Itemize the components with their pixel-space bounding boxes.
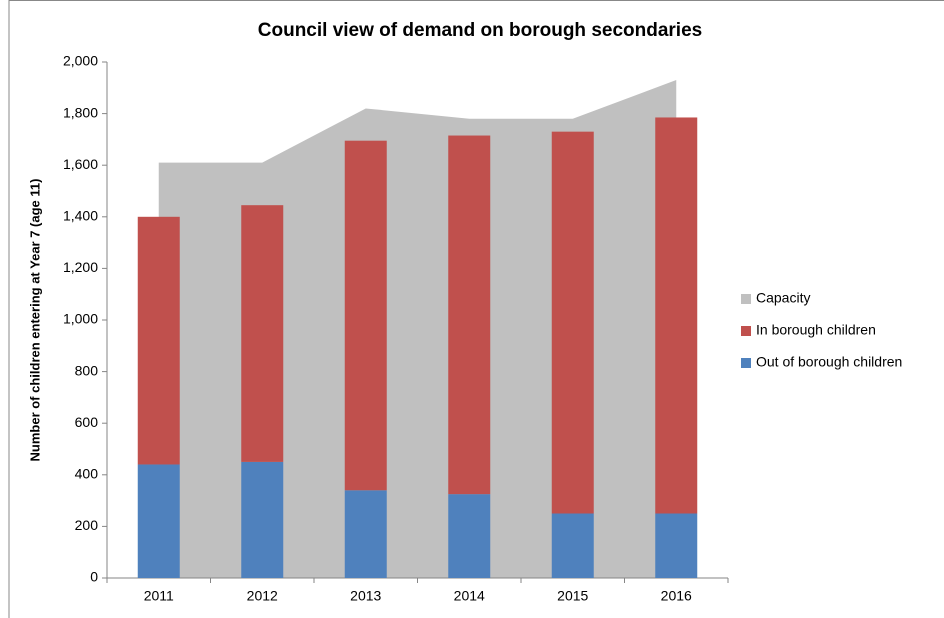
bar: [137, 464, 180, 578]
y-tick-label: 200: [75, 517, 99, 533]
bar: [655, 117, 698, 514]
legend-label: Out of borough children: [756, 354, 902, 370]
y-tick-label: 0: [90, 569, 98, 585]
bar: [137, 216, 180, 465]
bar: [655, 513, 698, 578]
bar: [344, 490, 387, 578]
x-tick-label: 2014: [454, 588, 485, 604]
x-tick-label: 2013: [350, 588, 381, 604]
bar: [448, 135, 491, 495]
bar: [448, 494, 491, 578]
legend-swatch: [741, 358, 751, 368]
chart-title: Council view of demand on borough second…: [258, 20, 702, 41]
y-tick-label: 1,800: [63, 104, 98, 120]
y-tick-label: 1,200: [63, 259, 98, 275]
y-tick-label: 800: [75, 362, 99, 378]
y-tick-label: 2,000: [63, 53, 98, 69]
y-tick-label: 1,000: [63, 311, 98, 327]
y-tick-label: 400: [75, 466, 99, 482]
bar: [241, 205, 284, 462]
y-tick-label: 1,600: [63, 156, 98, 172]
capacity-area: [158, 80, 677, 578]
legend-swatch: [741, 294, 751, 304]
legend-swatch: [741, 326, 751, 336]
y-tick-label: 1,400: [63, 208, 98, 224]
bar: [344, 140, 387, 491]
bar: [241, 461, 284, 578]
legend-label: Capacity: [756, 290, 810, 306]
x-tick-label: 2011: [144, 588, 174, 604]
legend-label: In borough children: [756, 322, 876, 338]
x-tick-label: 2015: [557, 588, 588, 604]
bar: [551, 131, 594, 514]
y-axis-title: Number of children entering at Year 7 (a…: [27, 179, 42, 462]
x-tick-label: 2012: [247, 588, 278, 604]
bar: [551, 513, 594, 578]
y-tick-label: 600: [75, 414, 99, 430]
x-tick-label: 2016: [661, 588, 692, 604]
